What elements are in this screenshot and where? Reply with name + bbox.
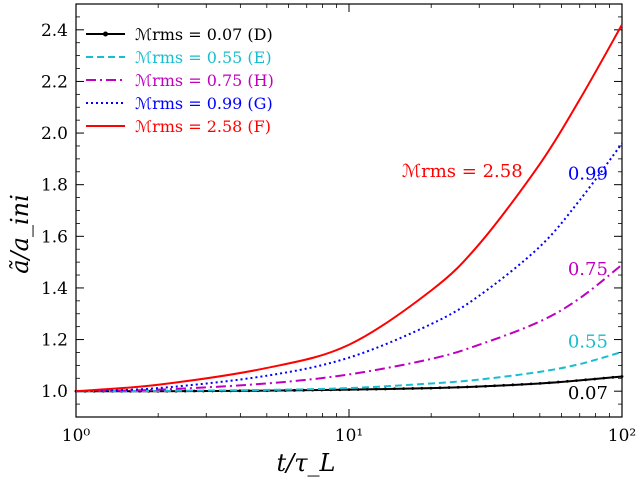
y-tick-label: 2.2 xyxy=(41,72,68,92)
x-tick-label: 10¹ xyxy=(335,426,363,446)
series-marker-0 xyxy=(520,382,524,386)
x-tick-label: 10⁰ xyxy=(62,426,91,446)
series-marker-0 xyxy=(238,389,242,393)
series-marker-0 xyxy=(447,386,451,389)
series-marker-0 xyxy=(529,382,533,386)
y-tick-label: 1.6 xyxy=(41,227,68,247)
series-marker-0 xyxy=(475,385,478,389)
series-marker-0 xyxy=(429,386,433,390)
series-marker-0 xyxy=(374,387,378,391)
y-tick-label: 1.4 xyxy=(41,279,68,299)
axes: 10⁰ 10¹ 10² 1.0 1.2 1.4 1.6 1.8 2.0 2.2 2.4 xyxy=(41,3,636,446)
y-tick-label: 2.0 xyxy=(41,124,68,144)
x-tick-label: 10² xyxy=(608,426,636,446)
x-axis-label: t/τ_L xyxy=(277,449,336,477)
series-marker-0 xyxy=(538,382,542,385)
series-lines xyxy=(74,24,624,393)
series-marker-0 xyxy=(556,380,560,384)
series-marker-0 xyxy=(593,377,597,381)
series-line-2 xyxy=(75,263,623,393)
annotation-label-3: 0.55 xyxy=(568,331,608,352)
series-marker-0 xyxy=(438,386,442,390)
series-marker-0 xyxy=(347,388,351,392)
legend-label-4: ℳrms = 2.58 (F) xyxy=(135,117,271,136)
series-marker-0 xyxy=(384,387,387,391)
series-line-3 xyxy=(75,142,623,393)
legend-marker-0 xyxy=(103,31,108,37)
series-marker-0 xyxy=(547,381,551,385)
legend-label-0: ℳrms = 0.07 (D) xyxy=(135,25,273,44)
series-marker-0 xyxy=(493,384,496,388)
series-marker-0 xyxy=(511,383,515,387)
y-tick-label: 2.4 xyxy=(41,21,68,41)
legend-label-1: ℳrms = 0.55 (E) xyxy=(135,48,272,67)
series-marker-0 xyxy=(620,375,624,378)
y-tick-label: 1.0 xyxy=(41,382,68,402)
legend-label-3: ℳrms = 0.99 (G) xyxy=(135,94,273,113)
y-tick-label: 1.2 xyxy=(41,331,68,351)
legend-label-2: ℳrms = 0.75 (H) xyxy=(135,71,274,90)
series-marker-0 xyxy=(192,389,196,393)
series-marker-0 xyxy=(566,379,569,383)
series-marker-0 xyxy=(602,376,606,380)
series-marker-0 xyxy=(356,388,360,391)
series-marker-0 xyxy=(456,385,460,389)
series-marker-0 xyxy=(465,385,469,389)
series-marker-0 xyxy=(502,383,506,387)
series-marker-0 xyxy=(484,384,487,388)
annotation-label-0: ℳrms = 2.58 xyxy=(402,161,523,182)
series-line-4 xyxy=(75,24,623,393)
annotations: ℳrms = 2.58 0.99 0.75 0.55 0.07 xyxy=(402,161,608,404)
legend: ℳrms = 0.07 (D) ℳrms = 0.55 (E) ℳrms = 0.7… xyxy=(86,25,274,136)
y-axis-label: ã/a_ini xyxy=(6,194,34,274)
series-marker-0 xyxy=(393,387,396,391)
series-marker-0 xyxy=(293,388,296,392)
series-marker-0 xyxy=(183,389,187,393)
series-marker-0 xyxy=(584,378,587,382)
series-marker-0 xyxy=(247,389,251,393)
annotation-label-2: 0.75 xyxy=(568,259,608,280)
annotation-label-1: 0.99 xyxy=(568,164,608,185)
annotation-label-4: 0.07 xyxy=(568,383,608,404)
series-marker-0 xyxy=(611,375,615,379)
series-line-1 xyxy=(75,350,623,393)
y-tick-label: 1.8 xyxy=(41,176,68,196)
series-marker-0 xyxy=(420,386,424,390)
series-marker-0 xyxy=(411,387,415,390)
series-marker-0 xyxy=(402,387,405,391)
series-marker-0 xyxy=(575,379,578,382)
series-marker-0 xyxy=(365,387,369,391)
